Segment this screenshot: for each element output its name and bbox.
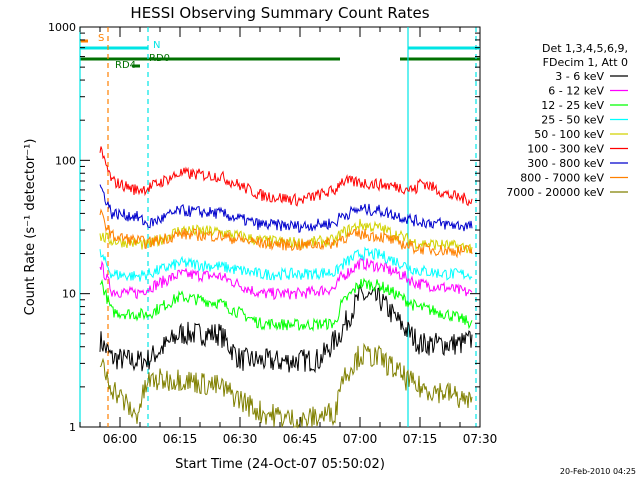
series-line-25-50-kev bbox=[99, 246, 473, 282]
series-line-7000-20000-kev bbox=[99, 342, 473, 429]
legend-label-3-6-kev: 3 - 6 keV bbox=[555, 70, 604, 83]
legend-header-line-2: FDecim 1, Att 0 bbox=[543, 56, 628, 69]
y-tick-label: 10 bbox=[62, 288, 76, 301]
legend-label-300-800-kev: 300 - 800 keV bbox=[527, 157, 604, 170]
series-line-12-25-kev bbox=[99, 277, 473, 332]
y-tick-label: 1000 bbox=[48, 21, 76, 34]
x-tick-label: 06:45 bbox=[283, 432, 318, 446]
series-line-800-7000-kev bbox=[99, 208, 473, 259]
plot-area: S N RD0 RD4 1 10 100 1000 06:00 06:15 06:30 06:45 0… bbox=[48, 21, 497, 446]
flag-label-s: S bbox=[98, 33, 104, 44]
x-tick-label: 07:15 bbox=[403, 432, 438, 446]
series-line-300-800-kev bbox=[99, 184, 473, 233]
tick-layer: 1 10 100 1000 06:00 06:15 06:30 06:45 07:00 07:15… bbox=[48, 21, 497, 446]
x-axis-label: Start Time (24-Oct-07 05:50:02) bbox=[175, 457, 385, 472]
legend-label-100-300-kev: 100 - 300 keV bbox=[527, 143, 604, 156]
legend-label-7000-20000-kev: 7000 - 20000 keV bbox=[506, 186, 604, 199]
x-tick-label: 07:30 bbox=[463, 432, 498, 446]
legend-label-12-25-kev: 12 - 25 keV bbox=[541, 99, 604, 112]
x-tick-label: 06:00 bbox=[103, 432, 138, 446]
vline-layer bbox=[79, 27, 477, 427]
legend-label-50-100-kev: 50 - 100 keV bbox=[534, 128, 604, 141]
series-layer bbox=[99, 146, 473, 429]
y-axis-label: Count Rate (s⁻¹ detector⁻¹) bbox=[23, 139, 38, 316]
x-tick-label: 06:30 bbox=[223, 432, 258, 446]
series-line-3-6-kev bbox=[99, 284, 473, 374]
flag-layer: S N RD0 RD4 bbox=[80, 33, 480, 71]
legend: Det 1,3,4,5,6,9, FDecim 1, Att 0 3 - 6 k… bbox=[506, 42, 628, 199]
x-tick-label: 06:15 bbox=[163, 432, 198, 446]
chart-title: HESSI Observing Summary Count Rates bbox=[130, 4, 429, 22]
y-tick-label: 100 bbox=[55, 154, 76, 167]
x-tick-label: 07:00 bbox=[343, 432, 378, 446]
legend-label-800-7000-kev: 800 - 7000 keV bbox=[520, 172, 604, 185]
flag-label-n: N bbox=[153, 40, 160, 51]
series-line-100-300-kev bbox=[99, 146, 473, 207]
flag-label-rd0: RD0 bbox=[149, 53, 170, 64]
flag-label-rd4: RD4 bbox=[115, 60, 136, 71]
y-tick-label: 1 bbox=[69, 421, 76, 434]
legend-header-line-1: Det 1,3,4,5,6,9, bbox=[542, 42, 628, 55]
series-line-6-12-kev bbox=[99, 256, 473, 301]
legend-label-25-50-kev: 25 - 50 keV bbox=[541, 114, 604, 127]
legend-label-6-12-kev: 6 - 12 keV bbox=[548, 85, 604, 98]
footer-timestamp: 20-Feb-2010 04:25 bbox=[560, 467, 636, 476]
